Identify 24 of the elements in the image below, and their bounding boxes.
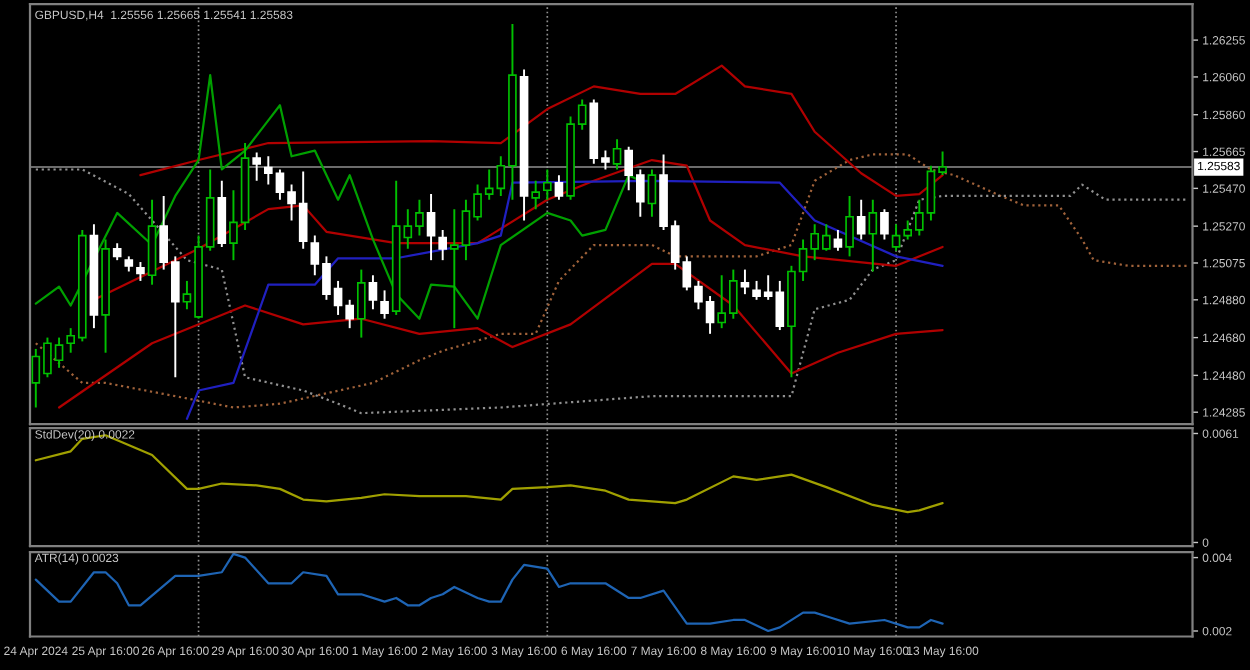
candlestick xyxy=(542,168,552,201)
line-series xyxy=(92,158,944,301)
candlestick xyxy=(845,194,854,258)
candlestick xyxy=(356,268,366,339)
candlestick xyxy=(740,268,750,296)
candlestick xyxy=(856,198,866,241)
candlestick xyxy=(368,274,378,311)
line-series xyxy=(34,73,642,320)
candlestick xyxy=(647,168,657,218)
candlestick xyxy=(380,289,389,320)
line-series xyxy=(139,64,944,198)
candlestick xyxy=(868,198,878,273)
candlestick xyxy=(880,208,889,241)
candlestick xyxy=(252,151,262,182)
candlestick xyxy=(136,261,145,282)
candlestick xyxy=(833,228,843,252)
candlestick xyxy=(531,179,541,211)
candlestick xyxy=(612,138,622,171)
line-series xyxy=(34,434,944,514)
line-series xyxy=(34,552,944,633)
candlestick xyxy=(217,179,227,248)
candlestick xyxy=(438,228,448,262)
candlestick xyxy=(554,174,564,201)
candlestick xyxy=(426,193,436,262)
